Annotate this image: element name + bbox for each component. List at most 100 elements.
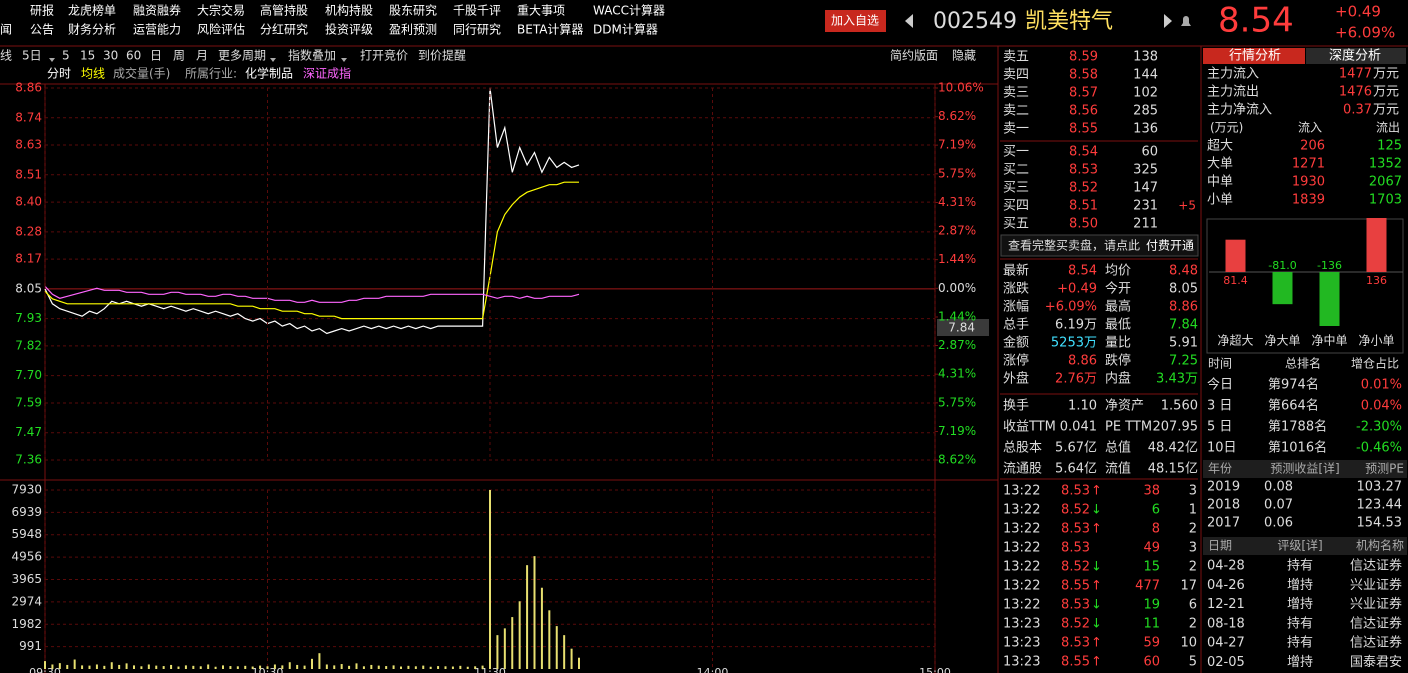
toolbar-item[interactable]: 更多周期: [218, 49, 266, 63]
active-tab-bg[interactable]: [1203, 48, 1305, 64]
menu-item[interactable]: 股东研究: [389, 3, 437, 18]
toolbar-item[interactable]: 到价提醒: [418, 48, 466, 63]
x-tick-label: 10:30: [252, 666, 284, 673]
menu-item[interactable]: 同行研究: [453, 22, 501, 37]
stat-value: 0.041: [1060, 420, 1097, 435]
dropdown-arrow[interactable]: [49, 58, 55, 62]
y-tick-label: 7.59: [15, 395, 42, 409]
dropdown-arrow[interactable]: [341, 58, 347, 62]
rank-position: 第1788名: [1268, 419, 1327, 435]
toolbar-item[interactable]: 30: [103, 49, 118, 63]
crosshair-label: 7.84: [948, 321, 975, 335]
quote-label: 今开: [1105, 281, 1131, 297]
menu-item[interactable]: 盈利预测: [389, 23, 437, 37]
menu-item[interactable]: 龙虎榜单: [68, 3, 116, 18]
volume-bar: [526, 565, 529, 669]
bar-value-label: 136: [1366, 274, 1387, 287]
volume-bar: [266, 666, 269, 669]
prev-stock-arrow[interactable]: [905, 14, 913, 28]
rank-position: 第974名: [1268, 377, 1319, 393]
y-tick-label: 7.36: [15, 453, 42, 467]
y-tick-label: 8.74: [15, 110, 42, 124]
toolbar-item[interactable]: 打开竞价: [360, 49, 408, 63]
trade-time: 13:22: [1003, 560, 1040, 575]
menu-item[interactable]: 公告: [30, 23, 54, 37]
tab[interactable]: 深度分析: [1329, 48, 1381, 64]
dropdown-arrow[interactable]: [270, 58, 276, 62]
toolbar-item[interactable]: 指数叠加: [288, 48, 336, 63]
subscribe-button[interactable]: 付费开通: [1146, 239, 1194, 253]
trade-time: 13:23: [1003, 636, 1040, 651]
toolbar-item[interactable]: 周: [173, 49, 185, 63]
toolbar-item[interactable]: 日: [150, 49, 162, 63]
book-volume: 231: [1133, 199, 1158, 214]
watch-button-bg[interactable]: [825, 10, 886, 32]
toolbar-item[interactable]: 月: [196, 49, 208, 63]
volume-bar: [578, 657, 580, 669]
trade-volume: 49: [1143, 541, 1160, 556]
menu-item[interactable]: 财务分析: [68, 22, 116, 37]
flow-row-label: 中单: [1207, 175, 1233, 190]
forecast-year: 2018: [1207, 498, 1240, 513]
y2-tick-label: 7.19%: [938, 424, 976, 438]
next-stock-arrow[interactable]: [1164, 14, 1172, 28]
toolbar-item[interactable]: 60: [126, 49, 141, 63]
volume-bar: [377, 665, 380, 669]
menu-item[interactable]: 风险评估: [197, 22, 245, 37]
series-line: [44, 285, 580, 303]
volume-bar: [296, 664, 299, 669]
alert-bell[interactable]: [1181, 16, 1191, 26]
tab[interactable]: 行情分析: [1229, 49, 1281, 64]
flow-in: 206: [1300, 139, 1325, 154]
menu-item[interactable]: DDM计算器: [593, 22, 658, 37]
flow-unit: 万元: [1373, 103, 1399, 118]
menu-item[interactable]: 大宗交易: [197, 3, 245, 18]
menu-item[interactable]: 千股千评: [453, 4, 501, 18]
menu-item[interactable]: 闻: [0, 23, 12, 37]
price-change-pct: +6.09%: [1335, 24, 1395, 42]
toolbar-item[interactable]: 15: [80, 49, 95, 63]
x-tick-label: 14:00: [697, 666, 729, 673]
toolbar-item[interactable]: 线: [0, 49, 12, 63]
menu-item[interactable]: WACC计算器: [593, 3, 665, 18]
rank-pct: 0.01%: [1361, 378, 1402, 393]
toolbar-item[interactable]: 隐藏: [952, 49, 976, 63]
toolbar-item[interactable]: 5日: [22, 49, 42, 63]
menu-item[interactable]: BETA计算器: [517, 22, 583, 37]
menu-item[interactable]: 机构持股: [325, 3, 373, 18]
menu-item[interactable]: 研报: [30, 3, 54, 18]
trade-volume: 6: [1152, 503, 1160, 518]
menu-item[interactable]: 重大事项: [517, 4, 565, 18]
notice-box[interactable]: [1000, 234, 1199, 257]
x-tick-label: 净超大: [1217, 333, 1253, 348]
volume-bar: [81, 665, 84, 669]
y-tick-label: 8.40: [15, 195, 42, 209]
stat-label: 净资产: [1105, 399, 1144, 414]
volume-bar: [370, 664, 373, 669]
bar-value-label: -81.0: [1268, 259, 1296, 272]
book-notice[interactable]: 查看完整买卖盘，请点此: [1008, 238, 1140, 253]
toolbar-item[interactable]: 5: [62, 49, 70, 63]
menu-item[interactable]: 高管持股: [260, 3, 308, 18]
volume-bar: [414, 666, 417, 669]
rank-period: 今日: [1207, 377, 1233, 393]
menu-item[interactable]: 分红研究: [260, 22, 308, 37]
book-price: 8.52: [1069, 181, 1098, 196]
toolbar-item[interactable]: 简约版面: [890, 48, 938, 63]
watch-button[interactable]: 加入自选: [831, 14, 879, 28]
y2-tick-label: 0.00%: [938, 281, 976, 295]
stat-value: 5.67亿: [1055, 441, 1097, 456]
trade-price: 8.55: [1061, 655, 1090, 670]
flow-in: 1930: [1292, 175, 1325, 190]
flow-out: 2067: [1369, 175, 1402, 190]
stat-label: PE TTM: [1105, 420, 1152, 435]
stat-value: 48.42亿: [1148, 441, 1198, 456]
rank-position: 第1016名: [1268, 440, 1327, 456]
menu-item[interactable]: 融资融券: [133, 3, 181, 18]
menu-item[interactable]: 运营能力: [133, 23, 181, 37]
rank-header: 总排名: [1285, 356, 1321, 371]
tab-bg[interactable]: [1306, 48, 1406, 64]
menu-item[interactable]: 投资评级: [325, 22, 373, 37]
volume-bar: [548, 610, 551, 669]
volume-bar: [162, 666, 165, 669]
